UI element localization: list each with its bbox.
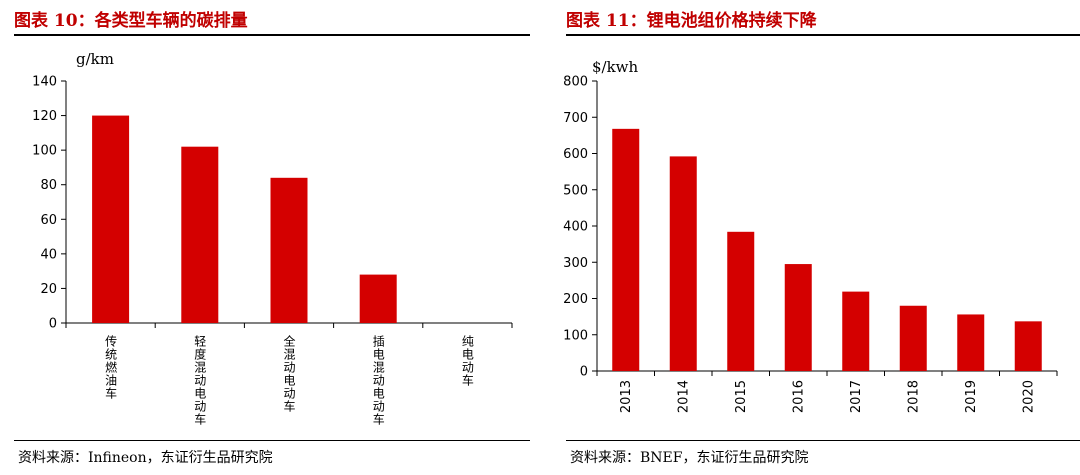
y-tick-label: 700 — [563, 111, 588, 126]
bar-chart-battery-price: 0 100 200 300 400 500 600 700 800 $/kwh 2013 2014 20… — [563, 58, 1058, 413]
y-tick-label: 800 — [563, 75, 588, 90]
title-rule — [14, 34, 530, 36]
y-tick-label: 20 — [40, 282, 57, 297]
title-rule — [566, 34, 1080, 36]
y-axis-unit-label: $/kwh — [592, 58, 639, 76]
bar — [957, 314, 985, 371]
chart-title: 图表 10：各类型车辆的碳排量 — [14, 11, 248, 31]
y-tick-label: 40 — [40, 247, 57, 262]
bar — [784, 264, 812, 371]
y-axis-unit-label: g/km — [76, 50, 114, 68]
chart-panel-battery-price: 图表 11：锂电池组价格持续下降 0 100 200 300 400 500 600 700 8… — [552, 0, 1080, 475]
x-tick-label: 2017 — [849, 380, 864, 413]
y-tick-label: 100 — [32, 144, 57, 159]
y-tick-label: 60 — [40, 213, 57, 228]
bar — [899, 305, 927, 371]
x-tick-label: 2013 — [619, 380, 634, 413]
y-tick-label: 0 — [49, 317, 57, 332]
bar — [842, 291, 870, 371]
y-tick-label: 100 — [563, 328, 588, 343]
x-tick-label: 2019 — [964, 380, 979, 413]
x-tick-label: 2020 — [1021, 380, 1036, 413]
x-tick-label: 轻度混动电动车 — [193, 335, 207, 426]
y-tick-label: 120 — [32, 109, 57, 124]
bar — [92, 115, 130, 323]
bar — [1014, 321, 1042, 371]
y-tick-label: 0 — [580, 365, 588, 380]
y-tick-label: 200 — [563, 292, 588, 307]
y-tick-label: 600 — [563, 147, 588, 162]
bar — [359, 274, 397, 323]
bar — [270, 177, 308, 323]
x-tick-label: 传统燃油车 — [104, 334, 118, 400]
y-tick-label: 500 — [563, 183, 588, 198]
x-tick-label: 2015 — [734, 380, 749, 413]
chart-panel-emissions: 图表 10：各类型车辆的碳排量 0 20 40 60 80 100 120 140 g/km 传统… — [0, 0, 530, 475]
bar-chart-emissions: 0 20 40 60 80 100 120 140 g/km 传统燃油车 轻度混动电动车 全混动电动车… — [32, 50, 513, 426]
x-tick-label: 2014 — [676, 380, 691, 413]
x-tick-label: 全混动电动车 — [282, 334, 296, 413]
x-tick-label: 纯电动车 — [460, 335, 474, 387]
source-rule — [566, 440, 1080, 441]
source-note: 资料来源：Infineon，东证衍生品研究院 — [18, 450, 273, 466]
y-tick-label: 400 — [563, 220, 588, 235]
chart-title: 图表 11：锂电池组价格持续下降 — [566, 11, 817, 31]
source-note: 资料来源：BNEF，东证衍生品研究院 — [570, 450, 809, 466]
x-tick-label: 2016 — [791, 380, 806, 413]
y-tick-label: 80 — [40, 178, 57, 193]
y-tick-label: 140 — [32, 75, 57, 90]
x-tick-label: 2018 — [906, 380, 921, 413]
bar — [612, 128, 640, 371]
bar — [669, 156, 697, 371]
bar — [727, 231, 755, 371]
source-rule — [14, 440, 530, 441]
x-tick-label: 插电混动电动车 — [371, 335, 385, 426]
y-tick-label: 300 — [563, 256, 588, 271]
bar — [181, 146, 219, 323]
